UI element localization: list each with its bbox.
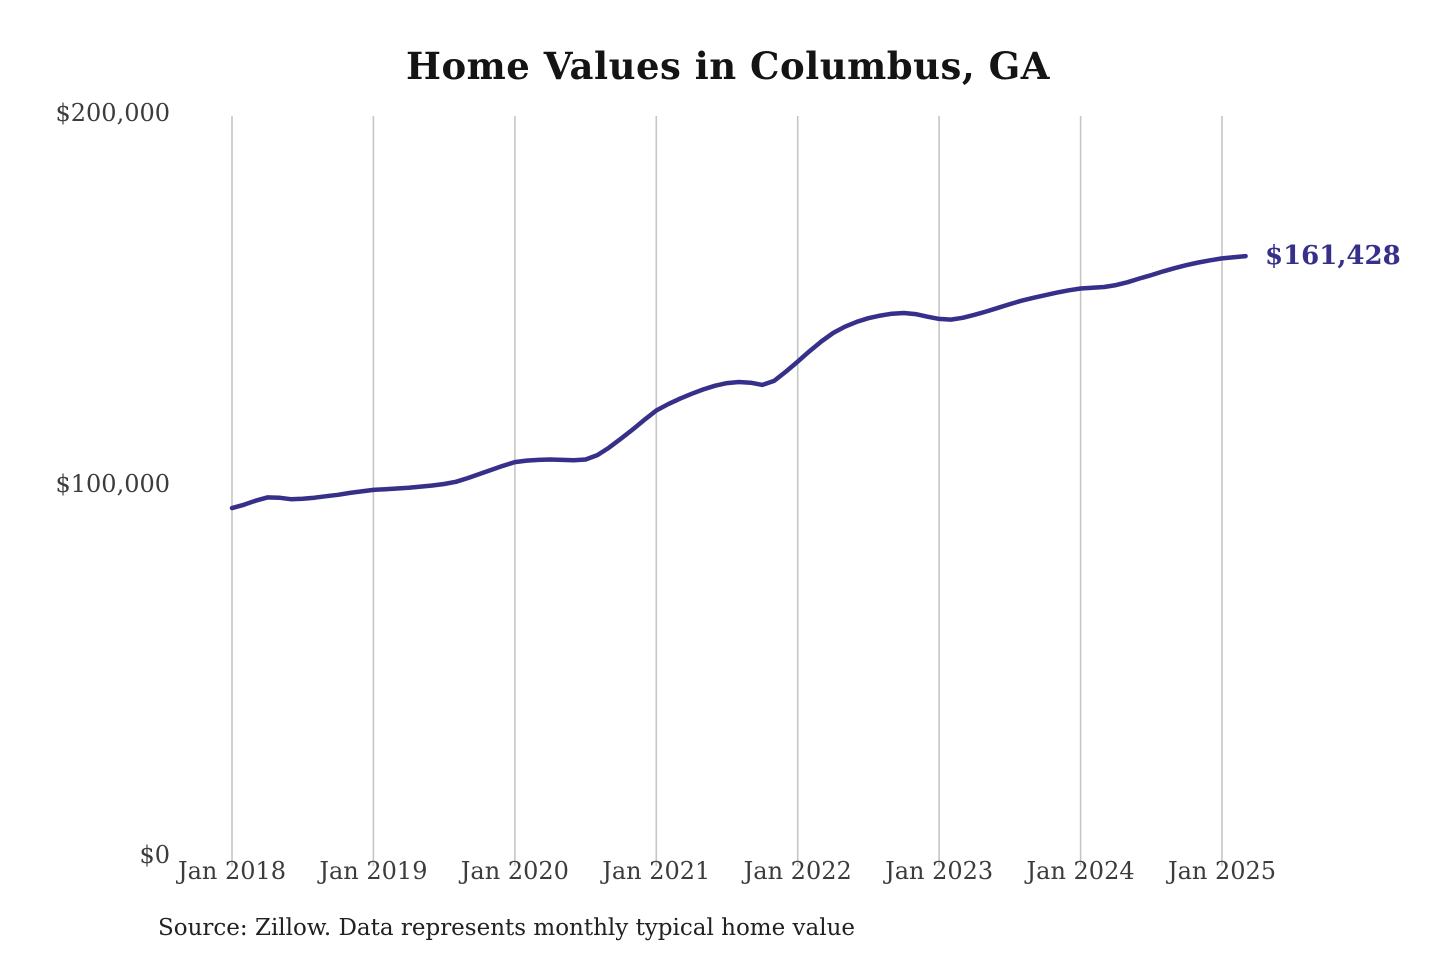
x-axis-tick-jan-2023: Jan 2023	[885, 857, 994, 885]
latest-value-label: $161,428	[1265, 241, 1401, 272]
x-axis-tick-jan-2024: Jan 2024	[1026, 857, 1135, 885]
source-note: Source: Zillow. Data represents monthly …	[158, 915, 856, 941]
x-axis-tick-jan-2025: Jan 2025	[1167, 857, 1277, 885]
y-axis-tick-0: $0	[139, 841, 170, 869]
x-axis-tick-jan-2018: Jan 2018	[177, 857, 287, 885]
x-axis-tick-jan-2020: Jan 2020	[460, 857, 569, 885]
y-axis-tick-200000: $200,000	[55, 99, 170, 127]
chart-title: Home Values in Columbus, GA	[406, 44, 1050, 88]
x-axis-tick-jan-2019: Jan 2019	[319, 857, 428, 885]
x-axis-tick-jan-2021: Jan 2021	[602, 857, 711, 885]
x-axis-tick-jan-2022: Jan 2022	[743, 857, 852, 885]
home-value-line-series	[229, 253, 1248, 511]
y-axis-tick-100000: $100,000	[55, 470, 170, 498]
